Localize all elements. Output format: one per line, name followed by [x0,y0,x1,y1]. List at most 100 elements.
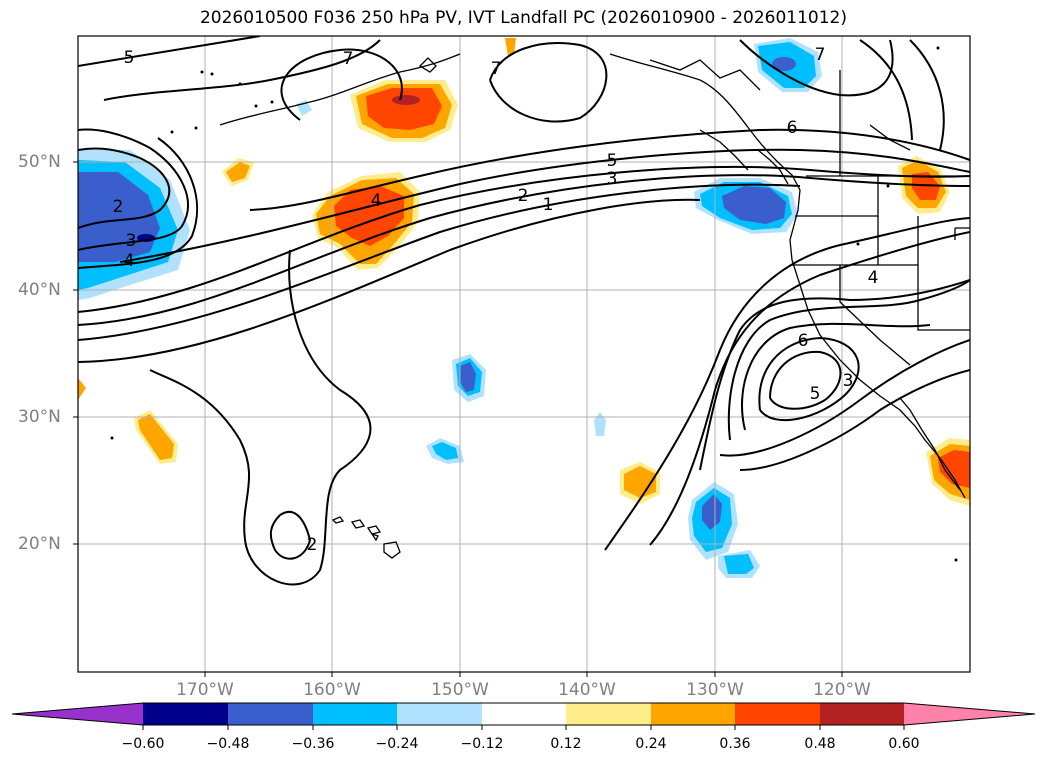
colorbar-bin [397,703,482,725]
contour-line [859,39,913,141]
colorbar-bin [820,703,904,725]
contour-line [699,279,970,471]
pv-anomaly-blob [78,378,86,400]
colorbar-tick-label: 0.60 [888,736,920,752]
colorbar-tick-label: −0.48 [206,736,250,752]
contour-line [103,39,381,101]
axis-ticks [73,161,843,677]
state-border [839,265,911,366]
coastline [791,259,966,499]
island-dot [170,130,174,134]
contour-label: 5 [810,384,821,404]
lat-label-30n: 30°N [18,407,61,427]
contour-line [78,174,970,326]
contour-line [149,249,372,586]
contour-label: 4 [124,251,135,271]
contour-label: 4 [371,191,382,211]
island-dot [200,70,204,74]
pv-anomaly-blob [138,414,174,460]
pv-anomaly-blob [460,362,476,392]
pv-anomaly-blob [505,38,516,56]
contour-labels: 5 7 7 6 5 3 2 1 4 2 3 4 7 4 6 5 3 2 [113,45,879,555]
coastline [757,149,789,185]
island-dot [270,100,274,104]
contour-line [604,217,970,551]
contour-label: 1 [543,195,554,215]
contour-label: 2 [113,197,124,217]
coastline [649,59,761,91]
coastline [609,53,801,261]
contour-label: 3 [607,169,618,189]
colorbar-tick-label: 0.12 [550,736,582,752]
state-border [869,124,911,151]
contour-label: 7 [343,49,354,69]
contour-label: 2 [518,186,529,206]
colorbar-bin [313,703,397,725]
island-dot [954,558,958,562]
pv-anomaly-blob [624,466,656,498]
lon-label-170w: 170°W [176,680,234,700]
pv-anomaly-blob [432,442,458,460]
colorbar-tick-label: 0.48 [804,736,836,752]
pv-anomaly-blob [724,554,754,574]
contour-line [727,279,970,441]
island-dot [194,126,198,130]
contour-line [78,165,970,313]
contour-line [909,39,945,151]
contour-line [769,350,842,410]
coastlines [219,53,970,499]
contour-label: 5 [124,48,135,68]
colorbar-bin [651,703,735,725]
contour-line [78,137,199,269]
colorbar-bin [482,703,566,725]
colorbar-extend-low [12,703,143,725]
state-border [954,227,970,240]
state-border [790,264,970,331]
contour-line [269,510,312,560]
pv-anomaly-blob [392,95,420,105]
colorbar-tick-label: −0.12 [460,736,504,752]
contour-label: 4 [868,268,879,288]
island-dot [856,242,860,246]
pv-anomaly-blob [366,88,442,130]
lat-label-50n: 50°N [18,152,61,172]
island [366,525,382,535]
graticule [78,36,970,672]
pv-shading [78,38,970,578]
coastline [418,57,437,73]
contour-label: 3 [126,231,137,251]
island-dot [210,72,214,76]
hawaii-islands [331,516,401,559]
colorbar-ticks [142,725,905,730]
contour-line [758,336,860,422]
island [350,519,366,529]
island-dot [110,436,114,440]
aleutian-islands [110,46,958,562]
colorbar-extend-high [904,703,1035,725]
ivt-contours [78,36,970,586]
island [383,541,401,559]
contour-line [78,198,701,363]
lon-label-140w: 140°W [558,680,616,700]
contour-label: 2 [307,535,318,555]
contour-line [78,128,189,251]
ocean-background [78,36,970,672]
contour-label: 3 [843,371,854,391]
island-dot [936,46,940,50]
pv-anomaly-blob [594,412,606,436]
contour-line [78,147,171,229]
pv-anomaly-blob [334,186,404,246]
contour-label: 5 [607,151,618,171]
pv-anomaly-blob [226,162,250,182]
colorbar-tick-label: 0.36 [719,736,751,752]
island-dot [254,104,258,108]
coastline [899,397,961,491]
colorbar-bin [143,703,228,725]
contour-line [489,42,608,123]
colorbar-tick-label: −0.24 [375,736,419,752]
figure-title: 2026010500 F036 250 hPa PV, IVT Landfall… [199,8,847,28]
contour-line [739,369,970,471]
lat-label-40n: 40°N [18,280,61,300]
colorbar-bin [735,703,820,725]
contour-label: 6 [787,118,798,138]
